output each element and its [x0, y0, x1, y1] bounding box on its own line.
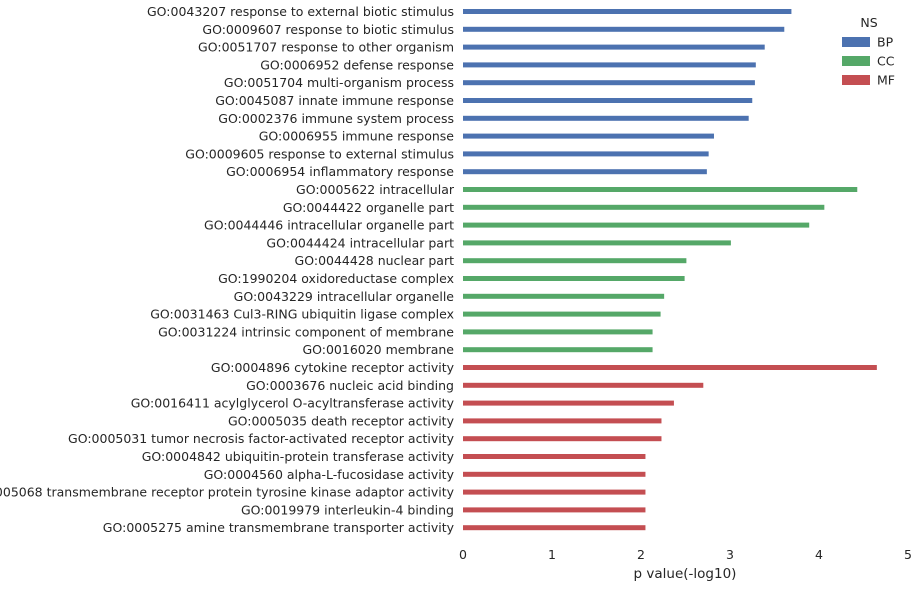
category-label: GO:1990204 oxidoreductase complex — [218, 271, 454, 286]
x-tick-label: 0 — [459, 547, 467, 562]
legend-title: NS — [860, 15, 877, 30]
category-label: GO:0005622 intracellular — [296, 182, 455, 197]
bar-mf — [463, 454, 646, 459]
bar-mf — [463, 489, 646, 495]
bar-mf — [463, 471, 646, 477]
category-label: GO:0031224 intrinsic component of membra… — [158, 324, 454, 339]
bar-bp — [463, 133, 714, 139]
bar-bp — [463, 151, 709, 157]
bar-cc — [463, 347, 653, 353]
category-label: GO:0044422 organelle part — [283, 200, 454, 215]
bar-bp — [463, 98, 753, 103]
category-label: GO:0005275 amine transmembrane transport… — [103, 520, 455, 535]
category-label: GO:0031463 Cul3-RING ubiquitin ligase co… — [150, 307, 454, 322]
bar-cc — [463, 293, 665, 299]
legend-swatch-bp — [842, 37, 870, 47]
category-label: GO:0004896 cytokine receptor activity — [211, 360, 455, 375]
bar-bp — [463, 115, 749, 121]
bar-mf — [463, 418, 662, 424]
legend-entries: BP CC MF — [842, 35, 895, 88]
bar-bp — [463, 80, 755, 86]
category-label: GO:0005068 transmembrane receptor protei… — [0, 485, 455, 500]
legend: NS BP CC MF — [842, 15, 895, 88]
bar-mf — [463, 507, 646, 513]
x-tick-label: 1 — [548, 547, 556, 562]
category-label: GO:0006954 inflammatory response — [226, 164, 454, 179]
category-label: GO:0045087 innate immune response — [215, 93, 454, 108]
bar-cc — [463, 222, 810, 228]
category-label: GO:0043229 intracellular organelle — [234, 289, 455, 304]
category-label: GO:0051707 response to other organism — [198, 40, 454, 55]
category-label: GO:0043207 response to external biotic s… — [147, 4, 454, 19]
category-label: GO:0051704 multi-organism process — [224, 75, 454, 90]
legend-swatch-cc — [842, 56, 870, 66]
x-axis-title: p value(-log10) — [634, 566, 737, 582]
legend-label-bp: BP — [877, 35, 894, 50]
category-label: GO:0044428 nuclear part — [295, 253, 455, 268]
category-label: GO:0006952 defense response — [260, 57, 454, 72]
bar-cc — [463, 276, 685, 281]
category-label: GO:0009605 response to external stimulus — [185, 146, 454, 161]
bar-bp — [463, 169, 707, 175]
category-label: GO:0003676 nucleic acid binding — [246, 378, 454, 393]
x-tick-label: 2 — [637, 547, 645, 562]
x-tick-label: 3 — [726, 547, 734, 562]
bar-cc — [463, 258, 687, 264]
bar-bp — [463, 26, 785, 32]
x-axis-ticks: 0 1 2 3 4 5 — [459, 547, 912, 562]
category-label: GO:0002376 immune system process — [218, 111, 454, 126]
bar-mf — [463, 525, 646, 531]
category-label: GO:0006955 immune response — [259, 129, 455, 144]
bar-cc — [463, 187, 858, 192]
x-tick-label: 5 — [904, 547, 912, 562]
legend-label-mf: MF — [877, 73, 895, 88]
category-label: GO:0019979 interleukin-4 binding — [241, 502, 454, 517]
bar-cc — [463, 311, 661, 317]
bar-cc — [463, 329, 653, 335]
category-label: GO:0005031 tumor necrosis factor-activat… — [68, 431, 455, 446]
bar-cc — [463, 204, 825, 210]
bar-cc — [463, 240, 731, 246]
bar-mf — [463, 382, 704, 388]
bar-mf — [463, 436, 662, 442]
category-label: GO:0016020 membrane — [302, 342, 454, 357]
bar-bp — [463, 62, 756, 68]
bar-mf — [463, 400, 674, 406]
bar-bp — [463, 9, 792, 14]
legend-swatch-mf — [842, 75, 870, 85]
bars-layer — [463, 9, 877, 531]
category-label: GO:0044446 intracellular organelle part — [204, 218, 454, 233]
category-label: GO:0009607 response to biotic stimulus — [202, 22, 454, 37]
category-label: GO:0005035 death receptor activity — [228, 413, 455, 428]
category-label: GO:0004560 alpha-L-fucosidase activity — [204, 467, 455, 482]
bar-bp — [463, 44, 765, 50]
legend-label-cc: CC — [877, 54, 895, 69]
bar-mf — [463, 365, 877, 370]
category-label: GO:0004842 ubiquitin-protein transferase… — [142, 449, 455, 464]
category-label: GO:0044424 intracellular part — [266, 235, 454, 250]
category-label: GO:0016411 acylglycerol O-acyltransferas… — [131, 396, 455, 411]
x-tick-label: 4 — [815, 547, 823, 562]
category-labels: GO:0043207 response to external biotic s… — [0, 4, 455, 535]
